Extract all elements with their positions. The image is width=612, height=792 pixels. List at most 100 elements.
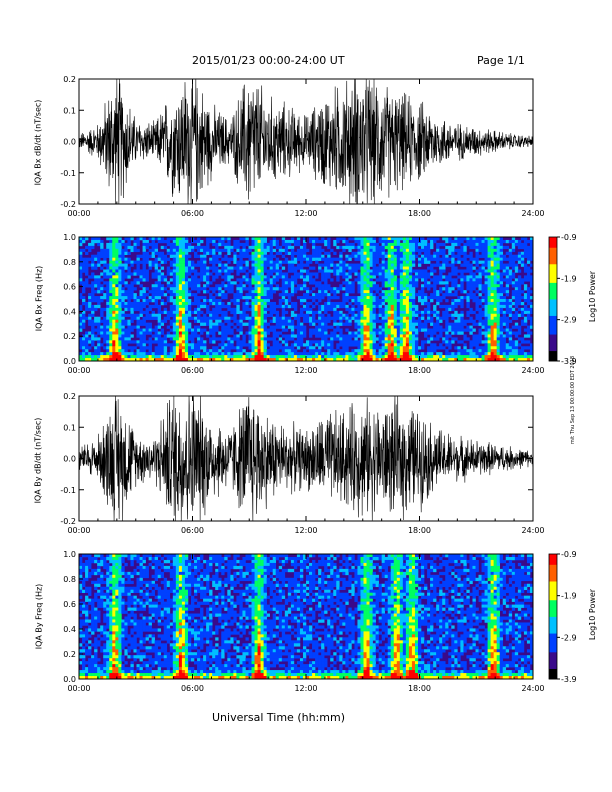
- bx_spectrogram-cell: [233, 281, 237, 285]
- bx_spectrogram-cell: [312, 237, 316, 241]
- bx_spectrogram-cell: [160, 284, 165, 288]
- bx_spectrogram-cell: [499, 325, 504, 329]
- bx_spectrogram-cell: [290, 293, 295, 297]
- bx_spectrogram-cell: [154, 284, 158, 288]
- bx_spectrogram-cell: [336, 237, 340, 241]
- bx_spectrogram-cell: [363, 299, 367, 303]
- bx_spectrogram-cell: [493, 319, 497, 323]
- bx_spectrogram-cell: [372, 281, 376, 285]
- bx_spectrogram-cell: [321, 237, 325, 241]
- bx_spectrogram-cell: [197, 263, 201, 267]
- bx_spectrogram-cell: [505, 251, 510, 256]
- bx_spectrogram-cell: [109, 245, 113, 250]
- bx_spectrogram-cell: [318, 331, 322, 335]
- bx_spectrogram-cell: [139, 334, 143, 338]
- bx_spectrogram-cell: [372, 319, 376, 323]
- bx_spectrogram-cell: [130, 260, 134, 264]
- bx_spectrogram-cell: [242, 260, 246, 264]
- bx_spectrogram-cell: [215, 287, 219, 291]
- bx_spectrogram-cell: [127, 296, 131, 300]
- bx_spectrogram-cell: [324, 269, 328, 273]
- bx_spectrogram-cell: [463, 319, 467, 323]
- bx_spectrogram-cell: [393, 358, 398, 362]
- bx_spectrogram-cell: [454, 242, 458, 247]
- bx_spectrogram-cell: [408, 245, 413, 250]
- bx_spectrogram-cell: [306, 319, 310, 323]
- bx_spectrogram-cell: [133, 325, 137, 329]
- bx_spectrogram-cell: [345, 296, 349, 300]
- bx_spectrogram-cell: [136, 281, 140, 285]
- bx_spectrogram-cell: [357, 290, 361, 294]
- bx_spectrogram-cell: [478, 269, 482, 273]
- bx_spectrogram-cell: [396, 272, 401, 276]
- bx_spectrogram-cell: [514, 331, 519, 335]
- bx_spectrogram-cell: [88, 340, 92, 344]
- bx_spectrogram-cell: [475, 239, 479, 244]
- bx_spectrogram-cell: [115, 266, 119, 270]
- bx_spectrogram-cell: [178, 257, 183, 261]
- bx_spectrogram-cell: [242, 358, 246, 362]
- bx_spectrogram-cell: [351, 242, 355, 247]
- bx_waveform-trace: [78, 78, 534, 205]
- bx_spectrogram-cell: [293, 287, 298, 291]
- bx_spectrogram-cell: [424, 301, 428, 306]
- bx_spectrogram-cell: [348, 284, 352, 288]
- bx_spectrogram-cell: [127, 331, 131, 335]
- bx_spectrogram-cell: [260, 284, 264, 288]
- bx_spectrogram-cell: [318, 334, 322, 338]
- bx_spectrogram-cell: [381, 281, 385, 285]
- bx_spectrogram-cell: [121, 322, 125, 326]
- bx_spectrogram-cell: [351, 343, 355, 347]
- bx_spectrogram-cell: [94, 304, 98, 309]
- bx_spectrogram-cell: [299, 296, 304, 300]
- bx_spectrogram-cell: [136, 316, 140, 320]
- bx_spectrogram-cell: [517, 299, 522, 303]
- bx_spectrogram-cell: [218, 290, 222, 294]
- bx_spectrogram-cell: [336, 346, 340, 350]
- bx_spectrogram-cell: [163, 254, 168, 258]
- bx_spectrogram-cell: [384, 293, 389, 297]
- bx_spectrogram-cell: [430, 293, 434, 297]
- bx_spectrogram-cell: [384, 337, 389, 341]
- bx_spectrogram-cell: [427, 307, 431, 312]
- bx_spectrogram-cell: [430, 245, 434, 250]
- bx_spectrogram-cell: [342, 269, 346, 273]
- bx_spectrogram-cell: [375, 272, 379, 276]
- bx_spectrogram-cell: [142, 322, 146, 326]
- bx_spectrogram-cell: [327, 334, 331, 338]
- bx_spectrogram-cell: [478, 313, 482, 318]
- bx_spectrogram-cell: [336, 310, 340, 315]
- bx_spectrogram-cell: [194, 346, 198, 350]
- bx_spectrogram-cell: [166, 334, 171, 338]
- bx_spectrogram-cell: [381, 349, 385, 353]
- bx_spectrogram-cell: [469, 343, 473, 347]
- bx_spectrogram-cell: [284, 358, 289, 362]
- bx_spectrogram-cell: [127, 325, 131, 329]
- bx_spectrogram-cell: [272, 340, 277, 344]
- bx_spectrogram-cell: [390, 281, 395, 285]
- bx_spectrogram-cell: [257, 355, 261, 359]
- bx_spectrogram-cell: [254, 349, 258, 353]
- bx_spectrogram-cell: [499, 266, 504, 270]
- bx_spectrogram-cell: [457, 301, 461, 306]
- bx_spectrogram-cell: [103, 325, 107, 329]
- bx_spectrogram-colorbar-segment: [549, 330, 557, 333]
- bx_spectrogram-cell: [405, 242, 410, 247]
- bx_spectrogram-cell: [166, 296, 171, 300]
- bx_spectrogram-cell: [526, 313, 531, 318]
- bx_spectrogram-cell: [309, 355, 313, 359]
- bx_spectrogram-cell: [517, 278, 522, 282]
- bx_spectrogram-cell: [197, 325, 201, 329]
- bx_spectrogram-cell: [496, 316, 501, 320]
- bx_spectrogram-cell: [127, 313, 131, 318]
- bx_spectrogram-cell: [239, 316, 243, 320]
- bx_spectrogram-cell: [200, 296, 204, 300]
- bx_spectrogram-cell: [145, 257, 149, 261]
- bx_spectrogram-cell: [97, 242, 101, 247]
- bx_spectrogram-cell: [427, 301, 431, 306]
- bx_spectrogram-cell: [520, 237, 525, 241]
- bx_spectrogram-cell: [445, 334, 449, 338]
- bx_spectrogram-cell: [408, 331, 413, 335]
- bx_spectrogram-cell: [523, 278, 528, 282]
- bx_spectrogram-cell: [517, 269, 522, 273]
